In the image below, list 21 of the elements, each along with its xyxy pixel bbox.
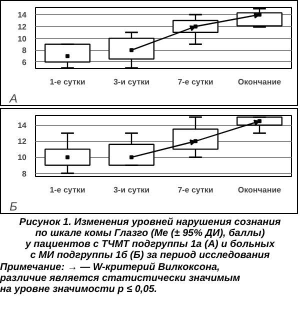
x-tick-label: 1-е сутки (50, 186, 86, 194)
x-tick-label: 3-и сутки (113, 78, 150, 86)
text: Примечание: → — W-критерий Вилкоксона, различие является статистически значимым на уровне значимости p ≤ 0,05. (0, 262, 240, 295)
text: А (8, 92, 18, 106)
y-tick-label: 8 (22, 169, 28, 178)
x-tick-label: 3-и сутки (113, 186, 150, 194)
y-tick-label: 10 (18, 153, 28, 162)
y-tick-label: 8 (22, 46, 28, 56)
y-tick-label: 6 (22, 58, 28, 67)
x-tick-label: Окончание (238, 78, 282, 86)
x-tick-label: Окончание (238, 186, 282, 194)
text: Б (10, 200, 18, 214)
y-tick-label: 14 (18, 121, 28, 130)
y-tick-label: 10 (18, 34, 28, 44)
y-tick-label: 12 (18, 137, 28, 146)
x-tick-label: 7-е сутки (178, 186, 214, 194)
y-tick-label: 14 (18, 10, 28, 20)
x-tick-label: 7-е сутки (178, 78, 214, 86)
text: Рисунок 1. Изменения уровней нарушения сознания по шкале комы Глазго (Ме (± 95% ДИ), баллы) у пациентов с ТЧМТ подгруппы 1а (А) и больных с МИ подгруппы 1б (Б) за период исследования (19, 217, 281, 261)
x-tick-label: 1-е сутки (50, 78, 86, 86)
y-tick-label: 12 (18, 22, 28, 32)
